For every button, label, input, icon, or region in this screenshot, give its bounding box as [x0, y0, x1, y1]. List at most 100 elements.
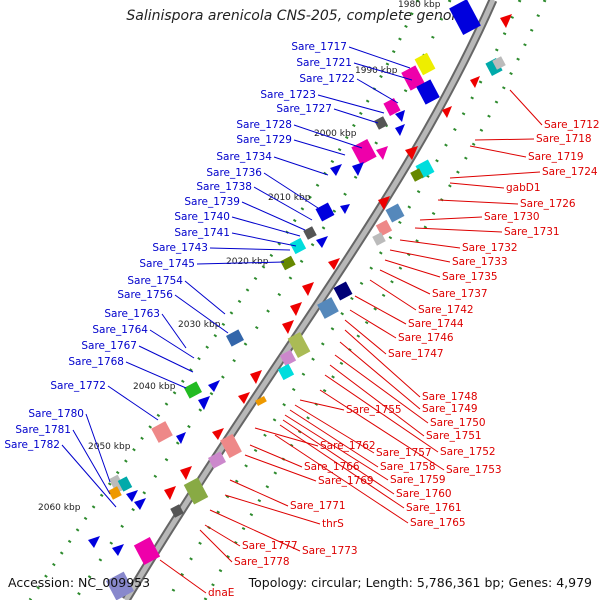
left-leader-line [184, 280, 226, 315]
right-gene-label[interactable]: Sare_1744 [408, 318, 464, 330]
left-gene-label[interactable]: Sare_1722 [299, 73, 355, 85]
right-gene-label[interactable]: Sare_1746 [398, 332, 454, 344]
right-gene-label[interactable]: Sare_1753 [446, 464, 502, 476]
left-leader-line [174, 294, 229, 334]
left-gene-label[interactable]: Sare_1727 [276, 103, 332, 115]
left-leader-line [253, 186, 313, 221]
right-gene-label[interactable]: gabD1 [506, 182, 541, 194]
right-gene-label[interactable]: Sare_1747 [388, 348, 444, 360]
right-leader-line [249, 444, 303, 468]
right-gene-label[interactable]: Sare_1733 [452, 256, 508, 268]
right-leader-line [229, 479, 289, 507]
right-gene-label[interactable]: Sare_1735 [442, 271, 498, 283]
right-gene-label[interactable]: Sare_1761 [406, 502, 462, 514]
left-gene-label[interactable]: Sare_1729 [236, 134, 292, 146]
left-leader-line [231, 232, 297, 247]
accession-text: Accession: NC_009953 [8, 575, 151, 590]
right-gene-label[interactable]: Sare_1777 [242, 540, 298, 552]
left-gene-label[interactable]: Sare_1739 [184, 196, 240, 208]
right-gene-label[interactable]: Sare_1758 [380, 461, 436, 473]
right-leader-line [324, 374, 439, 453]
right-gene-label[interactable]: Sare_1719 [528, 151, 584, 163]
right-gene-label[interactable]: Sare_1730 [484, 211, 540, 223]
right-gene-label[interactable]: Sare_1773 [302, 545, 358, 557]
left-gene-label[interactable]: Sare_1738 [196, 181, 252, 193]
tick-track-outer-left [28, 0, 420, 600]
right-gene-label[interactable]: Sare_1778 [234, 556, 290, 568]
right-gene-label[interactable]: Sare_1742 [418, 304, 474, 316]
left-gene-label[interactable]: Sare_1781 [15, 424, 71, 436]
right-leader-line [389, 249, 451, 263]
right-gene-label[interactable]: Sare_1750 [430, 417, 486, 429]
right-gene-label[interactable]: Sare_1759 [390, 474, 446, 486]
left-gene-label[interactable]: Sare_1740 [174, 211, 230, 223]
right-gene-label[interactable]: Sare_1712 [544, 119, 600, 131]
kbp-label: 2030 kbp [178, 320, 221, 330]
right-gene-label[interactable]: Sare_1731 [504, 226, 560, 238]
kbp-label: 2060 kbp [38, 503, 81, 513]
right-gene-label[interactable]: Sare_1766 [304, 461, 360, 473]
right-gene-label[interactable]: dnaE [208, 587, 234, 599]
right-gene-label[interactable]: Sare_1755 [346, 404, 402, 416]
right-leader-line [349, 309, 397, 339]
right-gene-label[interactable]: Sare_1732 [462, 242, 518, 254]
left-gene-label[interactable]: Sare_1741 [174, 227, 230, 239]
left-gene-label[interactable]: Sare_1764 [92, 324, 148, 336]
left-gene-label[interactable]: Sare_1756 [117, 289, 173, 301]
kbp-label: 2050 kbp [88, 442, 131, 452]
right-gene-label[interactable]: Sare_1762 [320, 440, 376, 452]
right-gene-label[interactable]: Sare_1751 [426, 430, 482, 442]
kbp-label: 2010 kbp [268, 193, 311, 203]
left-gene-label[interactable]: Sare_1754 [127, 275, 183, 287]
right-leader-line [159, 559, 207, 594]
right-leader-line [319, 389, 445, 471]
right-gene-label[interactable]: Sare_1760 [396, 488, 452, 500]
right-gene-label[interactable]: Sare_1765 [410, 517, 466, 529]
left-gene-label[interactable]: Sare_1763 [104, 308, 160, 320]
left-leader-line [209, 247, 291, 251]
left-gene-label[interactable]: Sare_1723 [260, 89, 316, 101]
left-gene-label[interactable]: Sare_1767 [81, 340, 137, 352]
left-gene-label[interactable]: Sare_1734 [216, 151, 272, 163]
backbone [123, 0, 496, 600]
left-gene-label[interactable]: Sare_1772 [50, 380, 106, 392]
right-leader-line [369, 279, 417, 311]
right-leader-line [284, 414, 389, 481]
right-gene-label[interactable]: Sare_1771 [290, 500, 346, 512]
right-gene-label[interactable]: Sare_1769 [318, 475, 374, 487]
right-gene-label[interactable]: Sare_1748 [422, 391, 478, 403]
right-leader-line [282, 419, 395, 495]
right-leader-line [399, 239, 461, 249]
right-gene-label[interactable]: thrS [322, 518, 344, 530]
right-leader-line [344, 319, 387, 355]
right-leader-line [354, 295, 407, 325]
left-gene-label[interactable]: Sare_1721 [296, 57, 352, 69]
left-gene-label[interactable]: Sare_1736 [206, 167, 262, 179]
left-gene-label[interactable]: Sare_1780 [28, 408, 84, 420]
right-leader-line [209, 509, 301, 552]
left-gene-label[interactable]: Sare_1728 [236, 119, 292, 131]
left-gene-label[interactable]: Sare_1782 [4, 439, 60, 451]
left-gene-label[interactable]: Sare_1768 [68, 356, 124, 368]
right-leader-line [224, 494, 321, 525]
kbp-label: 2000 kbp [314, 129, 357, 139]
right-leader-line [334, 354, 429, 424]
left-gene-label[interactable]: Sare_1743 [152, 242, 208, 254]
left-leader-line [293, 124, 363, 149]
right-leader-line [339, 341, 421, 410]
right-gene-label[interactable]: Sare_1737 [432, 288, 488, 300]
right-gene-label[interactable]: Sare_1749 [422, 403, 478, 415]
right-leader-line [289, 409, 379, 468]
left-gene-label[interactable]: Sare_1745 [139, 258, 195, 270]
right-gene-label[interactable]: Sare_1757 [376, 447, 432, 459]
right-leader-line [449, 171, 541, 179]
left-leader-line [107, 385, 159, 421]
right-gene-label[interactable]: Sare_1724 [542, 166, 598, 178]
right-gene-label[interactable]: Sare_1718 [536, 133, 592, 145]
left-leader-line [138, 345, 194, 373]
right-gene-label[interactable]: Sare_1752 [440, 446, 496, 458]
left-leader-line [353, 62, 413, 81]
left-gene-label[interactable]: Sare_1717 [291, 41, 347, 53]
left-leader-line [348, 46, 411, 69]
right-gene-label[interactable]: Sare_1726 [520, 198, 576, 210]
